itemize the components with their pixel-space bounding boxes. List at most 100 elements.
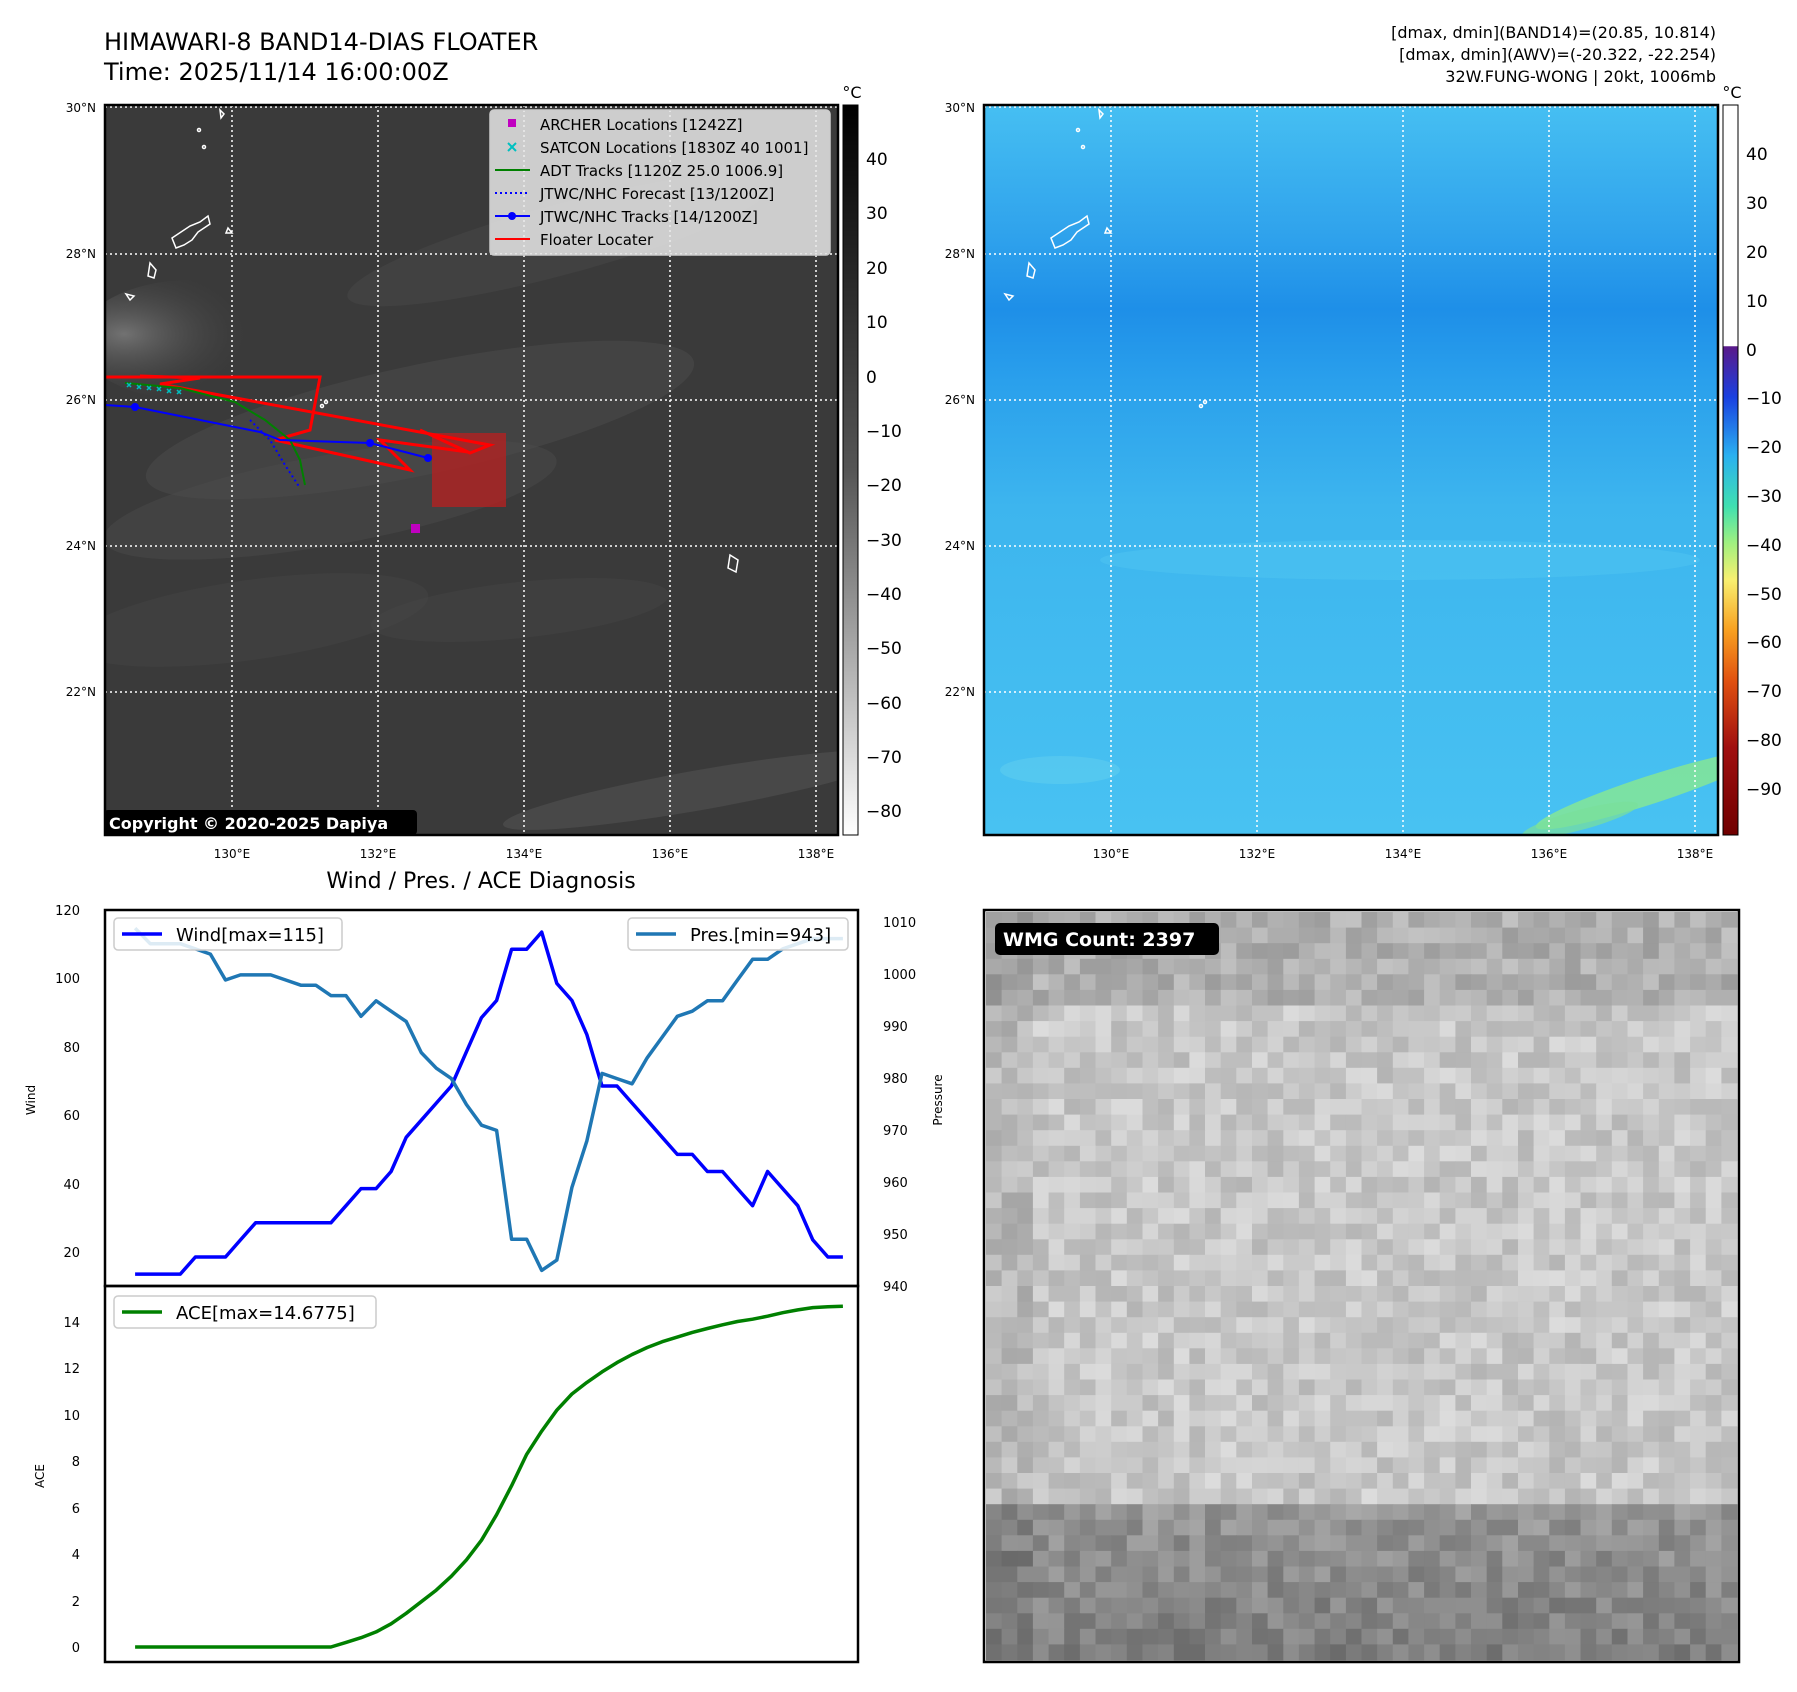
lat-label: 22°N <box>66 685 96 699</box>
wmg-cell <box>1518 1628 1535 1645</box>
wmg-cell <box>1126 1488 1143 1505</box>
wmg-cell <box>1596 1161 1613 1178</box>
wmg-cell <box>1392 912 1409 929</box>
wmg-cell <box>1455 1519 1472 1536</box>
wmg-cell <box>1424 1426 1441 1443</box>
wmg-cell <box>1252 1254 1269 1271</box>
wmg-cell <box>1424 1519 1441 1536</box>
wmg-cell <box>1690 1005 1707 1022</box>
wmg-cell <box>986 1582 1003 1599</box>
wmg-cell <box>1533 1628 1550 1645</box>
wmg-cell <box>1533 1130 1550 1147</box>
pressure-tick: 980 <box>883 1072 908 1087</box>
wmg-cell <box>1674 989 1691 1007</box>
wmg-cell <box>1408 1488 1425 1505</box>
wmg-cell <box>1142 1067 1159 1084</box>
wmg-cell <box>1627 1286 1644 1303</box>
wmg-cell <box>1721 1488 1738 1505</box>
wmg-cell <box>1721 1254 1738 1271</box>
wmg-cell <box>1424 1021 1441 1038</box>
lat-label: 28°N <box>945 247 975 261</box>
wmg-cell <box>1643 1130 1660 1147</box>
wmg-cell <box>1690 1192 1707 1209</box>
wmg-cell <box>1079 1223 1097 1240</box>
wmg-cell <box>1298 1597 1316 1614</box>
wmg-cell <box>1236 1067 1253 1084</box>
wmg-cell <box>1252 1114 1269 1131</box>
wmg-cell <box>1549 1192 1566 1209</box>
wmg-cell <box>1424 1286 1441 1303</box>
wmg-cell <box>1079 1597 1097 1614</box>
wmg-cell <box>1486 1223 1503 1240</box>
wmg-cell <box>1721 1301 1738 1318</box>
wmg-cell <box>1424 1441 1441 1458</box>
wmg-cell <box>1095 1145 1112 1162</box>
wmg-cell <box>1220 1223 1237 1240</box>
wmg-cell <box>1439 1301 1456 1318</box>
wmg-cell <box>1017 1613 1034 1630</box>
wmg-cell <box>1408 1145 1425 1162</box>
wmg-cell <box>1611 943 1628 960</box>
wmg-cell <box>1142 958 1159 975</box>
wmg-cell <box>1330 1550 1347 1568</box>
jtwc-forecast-track <box>249 419 301 489</box>
wmg-cell <box>986 1519 1003 1536</box>
wmg-cell <box>1564 1426 1582 1443</box>
wmg-cell <box>1173 1395 1190 1412</box>
wmg-cell <box>1674 1426 1691 1443</box>
wmg-cell <box>1627 912 1644 929</box>
wmg-cell <box>1549 1457 1566 1474</box>
wmg-cell <box>1252 1036 1269 1053</box>
wmg-cell <box>1314 1021 1331 1038</box>
wmg-cell <box>1596 974 1613 991</box>
wmg-cell <box>1439 1644 1456 1661</box>
wmg-cell <box>1283 1644 1300 1661</box>
wmg-cell <box>1283 1504 1300 1521</box>
wmg-cell <box>1032 1582 1050 1599</box>
wind-legend: Wind[max=115] <box>113 917 343 951</box>
wmg-cell <box>1252 1145 1269 1162</box>
wmg-cell <box>1314 1067 1331 1084</box>
wmg-cell <box>1220 1301 1237 1318</box>
wmg-cell <box>1377 1145 1394 1162</box>
wmg-cell <box>1502 1317 1519 1334</box>
wmg-cell <box>1596 1410 1613 1427</box>
wmg-cell <box>1580 1644 1597 1661</box>
wmg-cell <box>1236 1379 1253 1396</box>
wmg-cell <box>1189 1005 1206 1022</box>
wmg-cell <box>1658 1161 1675 1178</box>
wmg-cell <box>1611 1083 1628 1100</box>
wmg-cell <box>1236 1582 1253 1599</box>
wmg-cell <box>1564 1021 1582 1038</box>
wmg-cell <box>1471 1052 1488 1069</box>
legend-jtwc-label: JTWC/NHC Tracks [14/1200Z] <box>539 208 758 226</box>
wind-tick: 120 <box>55 904 80 919</box>
wmg-cell <box>1705 1176 1722 1194</box>
wmg-cell <box>1705 1254 1722 1271</box>
wmg-cell <box>1283 1114 1300 1131</box>
wmg-cell <box>1064 1332 1081 1349</box>
wmg-cell <box>1064 1379 1081 1396</box>
wmg-cell <box>1580 1192 1597 1209</box>
wmg-cell <box>1455 1426 1472 1443</box>
wmg-cell <box>1095 1099 1112 1116</box>
wmg-cell <box>1330 1270 1347 1287</box>
diagnosis-panel: Wind / Pres. / ACE Diagnosis Wind Pressu… <box>24 869 945 1664</box>
wmg-cell <box>1236 1223 1253 1240</box>
wmg-cell <box>986 1317 1003 1334</box>
wmg-cell <box>1220 1426 1237 1443</box>
wmg-cell <box>1611 1426 1628 1443</box>
wmg-cell <box>1314 1239 1331 1256</box>
wmg-cell <box>1205 1286 1222 1303</box>
wmg-cell <box>1455 1582 1472 1599</box>
wmg-cell <box>1001 1441 1018 1458</box>
wmg-cell <box>1439 1363 1456 1381</box>
wmg-cell <box>1658 1176 1675 1194</box>
wmg-cell <box>1518 1036 1535 1053</box>
ir-colorbar <box>842 104 859 836</box>
wmg-cell <box>1001 1223 1018 1240</box>
wmg-cell <box>1486 1270 1503 1287</box>
wmg-cell <box>1314 1332 1331 1349</box>
wmg-cell <box>1095 1535 1112 1552</box>
wmg-cell <box>1345 1457 1363 1474</box>
